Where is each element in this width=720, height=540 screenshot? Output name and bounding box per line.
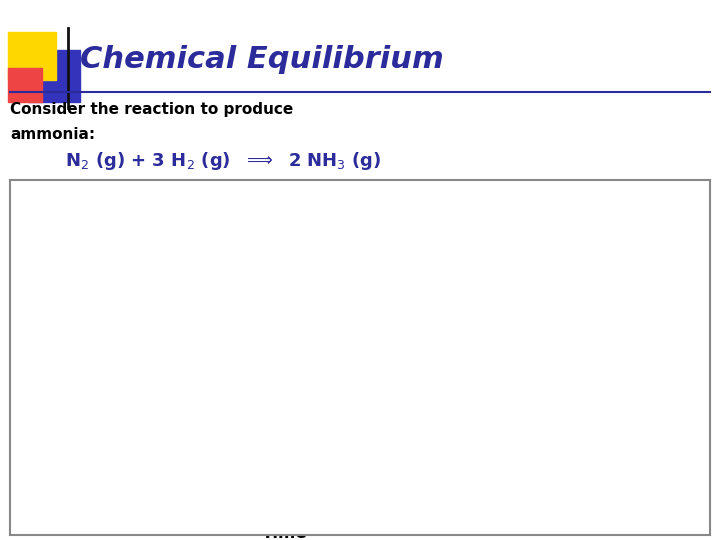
Hydrogen bbox=[319, 405, 328, 411]
Ammonia bbox=[86, 512, 95, 519]
Ammonia bbox=[319, 468, 328, 474]
Ammonia bbox=[435, 465, 444, 471]
Nitrogen bbox=[164, 443, 173, 449]
Nitrogen bbox=[358, 457, 366, 464]
Bar bbox=[28, 50, 80, 102]
Text: Consider the reaction to produce: Consider the reaction to produce bbox=[10, 102, 293, 117]
Nitrogen bbox=[202, 448, 211, 454]
Nitrogen bbox=[280, 455, 289, 462]
Hydrogen bbox=[396, 408, 405, 414]
Line: Hydrogen: Hydrogen bbox=[86, 308, 483, 418]
Ammonia bbox=[125, 498, 134, 504]
Line: Nitrogen: Nitrogen bbox=[86, 418, 483, 468]
Nitrogen bbox=[125, 433, 134, 439]
Bar bbox=[10, 180, 710, 535]
Nitrogen bbox=[435, 460, 444, 467]
Nitrogen bbox=[86, 420, 95, 427]
Bar bbox=[8, 68, 42, 102]
Text: N$_2$ (g) + 3 H$_2$ (g)  $\Longrightarrow$  2 NH$_3$ (g): N$_2$ (g) + 3 H$_2$ (g) $\Longrightarrow… bbox=[65, 150, 382, 172]
Ammonia bbox=[396, 465, 405, 471]
Hydrogen bbox=[280, 400, 289, 407]
Ammonia bbox=[164, 485, 173, 491]
Hydrogen bbox=[164, 370, 173, 376]
Hydrogen bbox=[358, 408, 366, 414]
Ammonia bbox=[202, 478, 211, 484]
Text: Chemical Equilibrium: Chemical Equilibrium bbox=[80, 45, 444, 74]
Bar bbox=[8, 32, 56, 80]
Hydrogen bbox=[474, 410, 482, 416]
Hydrogen bbox=[241, 395, 250, 402]
Legend: Hydrogen, Nitrogen, Ammonia: Hydrogen, Nitrogen, Ammonia bbox=[513, 288, 642, 377]
Text: ammonia:: ammonia: bbox=[10, 127, 95, 142]
Ammonia bbox=[474, 465, 482, 471]
Hydrogen bbox=[125, 345, 134, 352]
Ammonia bbox=[280, 470, 289, 477]
Hydrogen bbox=[86, 310, 95, 316]
Y-axis label: Molar Concentration: Molar Concentration bbox=[60, 320, 73, 480]
Nitrogen bbox=[396, 460, 405, 467]
Nitrogen bbox=[241, 453, 250, 459]
Ammonia bbox=[358, 465, 366, 471]
Hydrogen bbox=[435, 410, 444, 416]
Nitrogen bbox=[474, 460, 482, 467]
Ammonia bbox=[241, 472, 250, 479]
Nitrogen bbox=[319, 457, 328, 464]
Hydrogen bbox=[202, 385, 211, 392]
X-axis label: Time: Time bbox=[261, 524, 307, 540]
Line: Ammonia: Ammonia bbox=[86, 463, 483, 521]
